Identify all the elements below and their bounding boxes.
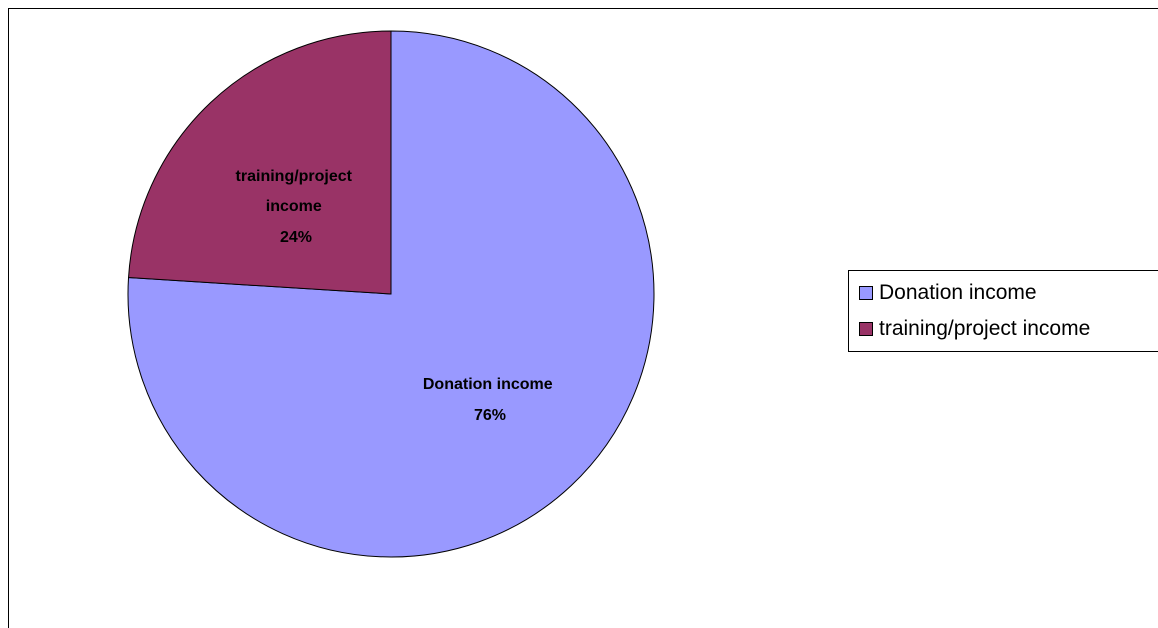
- legend-label-training-project-income: training/project income: [879, 317, 1091, 340]
- pie-slice-training-project-income: [127, 30, 392, 295]
- legend-item-donation-income: Donation income: [859, 279, 1037, 307]
- data-label-training-project-income: training/project income 24%: [236, 168, 357, 246]
- chart-area: [8, 8, 1158, 628]
- pie-slice-donation-income: [127, 30, 655, 558]
- data-label-donation-line1: Donation income: [423, 376, 553, 393]
- data-label-training-line1: training/project: [236, 168, 353, 185]
- legend-item-training-project-income: training/project income: [859, 315, 1090, 343]
- legend-label-donation-income: Donation income: [879, 281, 1037, 304]
- pie-slices: [127, 30, 655, 558]
- data-label-training-line2: income: [266, 198, 322, 215]
- legend-swatch-training-project-income: [859, 322, 873, 336]
- data-label-donation-value: 76%: [474, 407, 506, 424]
- data-label-donation-income: Donation income 76%: [423, 376, 557, 424]
- data-label-training-value: 24%: [280, 229, 312, 246]
- chart-legend: Donation income training/project income: [848, 270, 1158, 352]
- legend-swatch-donation-income: [859, 286, 873, 300]
